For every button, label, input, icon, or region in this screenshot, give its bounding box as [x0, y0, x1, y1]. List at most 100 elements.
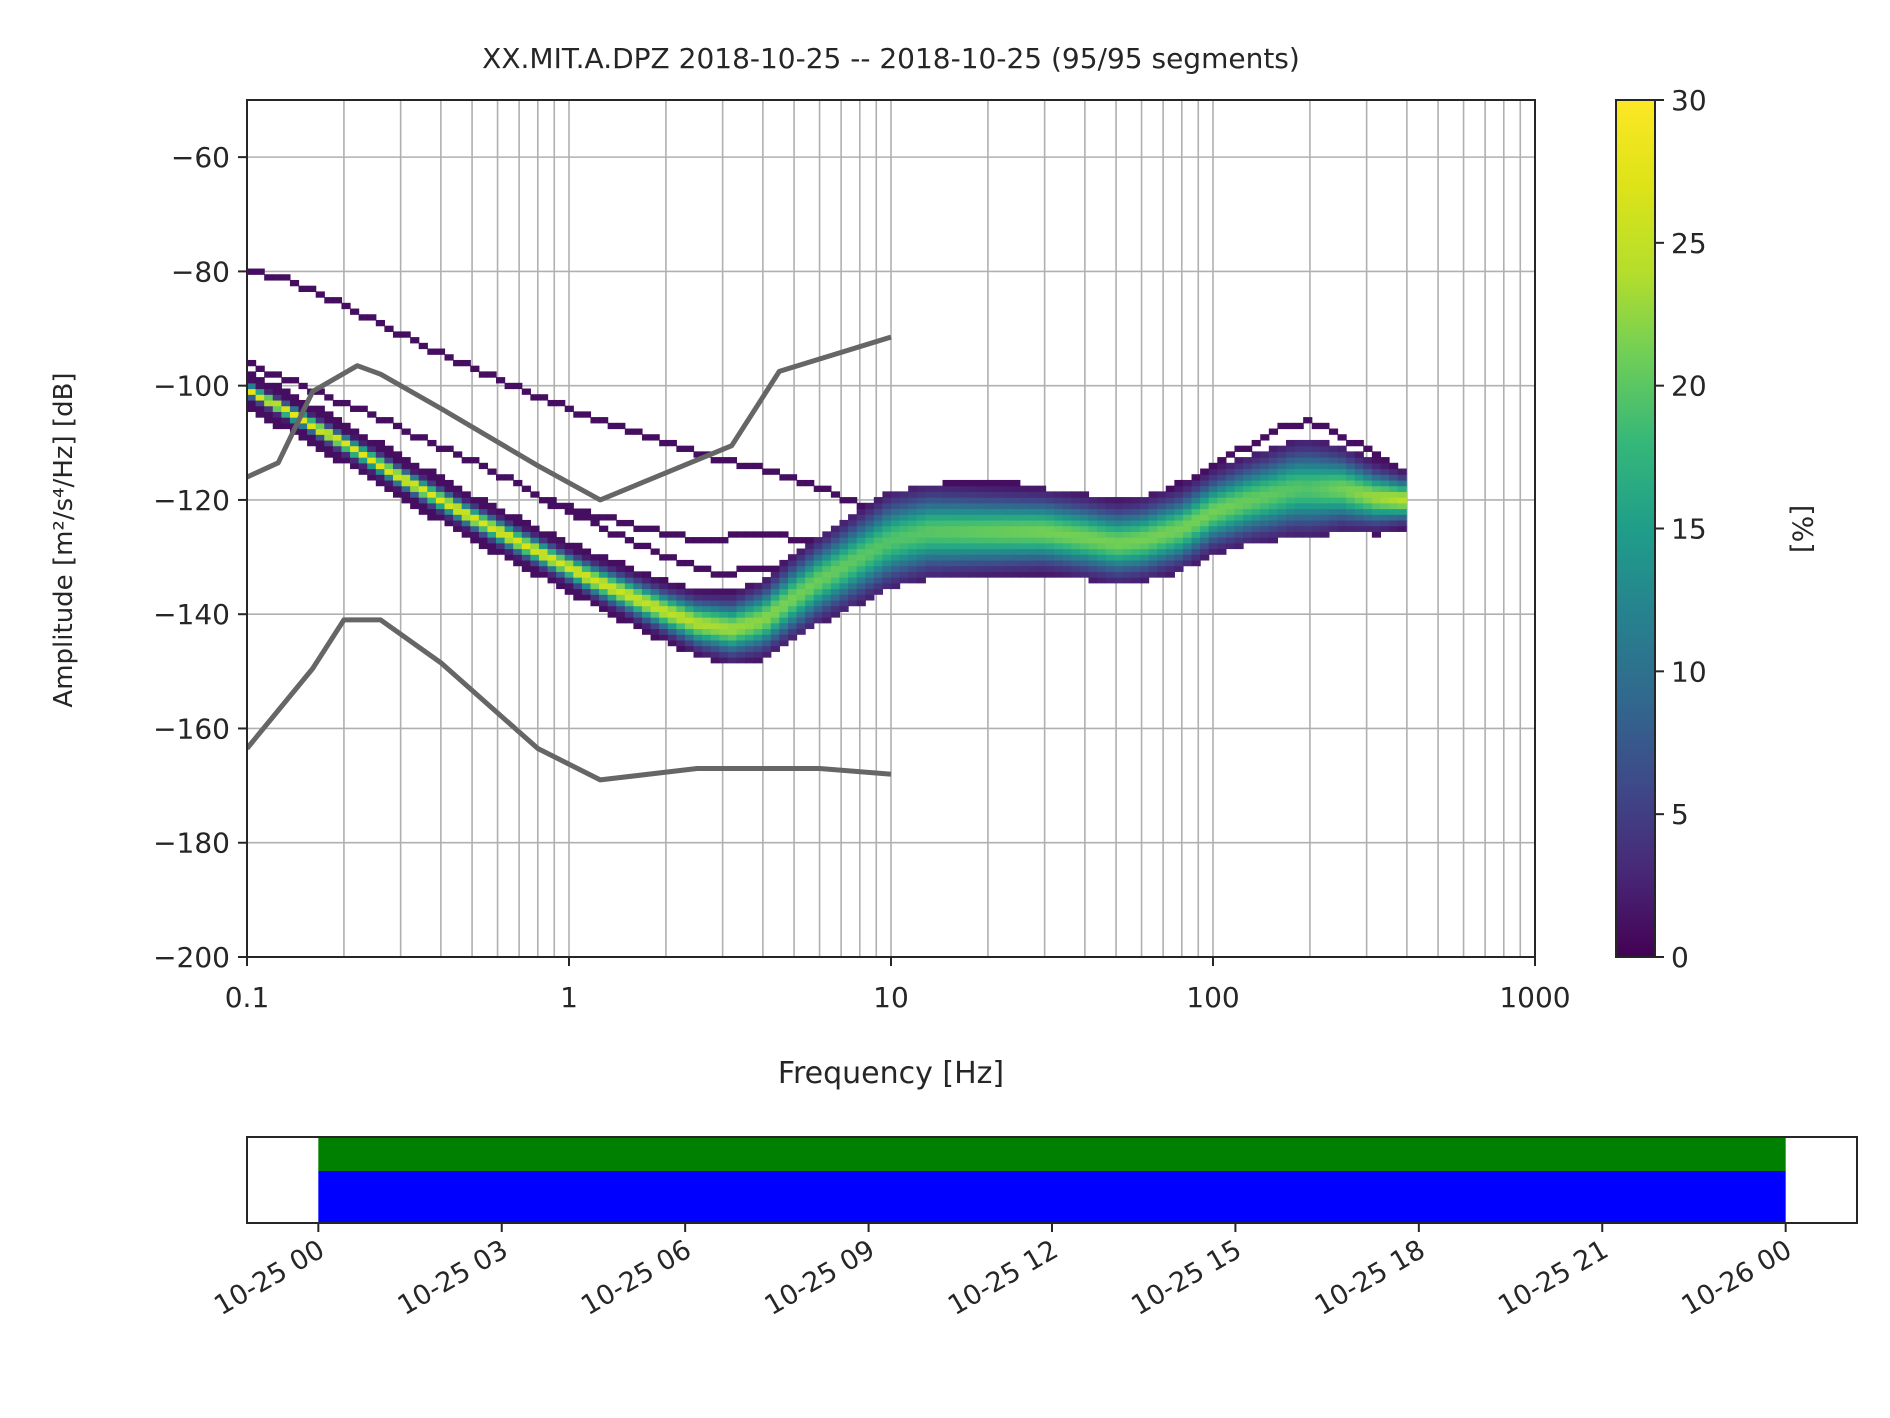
heatmap-cell — [641, 628, 652, 635]
heatmap-cell — [1105, 542, 1115, 550]
heatmap-cell — [959, 565, 969, 572]
heatmap-cell — [968, 514, 978, 521]
heatmap-cell — [727, 645, 738, 652]
heatmap-cell — [1337, 525, 1347, 532]
heatmap-cell — [753, 634, 763, 641]
heatmap-cell — [727, 622, 738, 630]
heatmap-cell — [787, 634, 798, 641]
heatmap-cell — [1174, 479, 1184, 487]
heatmap-cell — [1234, 485, 1244, 492]
heatmap-cell — [358, 457, 368, 464]
heatmap-cell — [1200, 468, 1210, 475]
heatmap-cell — [564, 565, 574, 572]
heatmap-cell — [607, 531, 617, 538]
heatmap-cell — [1019, 571, 1029, 578]
heatmap-cell — [856, 542, 866, 550]
heatmap-cell — [839, 599, 849, 607]
heatmap-cell — [916, 485, 926, 492]
heatmap-cell — [1380, 474, 1390, 481]
heatmap-cell — [1268, 537, 1278, 544]
heatmap-cell — [1174, 537, 1184, 544]
heatmap-cell — [607, 422, 617, 430]
heatmap-cell — [547, 542, 557, 550]
heatmap-cell — [727, 639, 738, 647]
heatmap-cell — [873, 519, 884, 527]
heatmap-cell — [272, 388, 282, 395]
heatmap-cell — [504, 531, 514, 538]
heatmap-cell — [564, 548, 574, 555]
heatmap-cell — [1234, 462, 1244, 470]
heatmap-cell — [839, 571, 849, 578]
heatmap-cell — [1140, 571, 1150, 578]
heatmap-cell — [1088, 577, 1098, 584]
heatmap-cell — [255, 365, 265, 372]
heatmap-cell — [916, 514, 926, 521]
x-tick-label: 100 — [1186, 981, 1239, 1014]
heatmap-cell — [933, 491, 944, 498]
heatmap-cell — [813, 571, 823, 578]
heatmap-cell — [968, 565, 978, 572]
heatmap-cell — [779, 559, 789, 567]
heatmap-cell — [865, 577, 875, 584]
heatmap-cell — [264, 388, 274, 395]
heatmap-cell — [1371, 491, 1382, 498]
heatmap-cell — [444, 485, 454, 492]
heatmap-cell — [676, 559, 686, 567]
heatmap-cell — [942, 531, 952, 538]
heatmap-cell — [633, 611, 643, 618]
heatmap-cell — [994, 502, 1004, 510]
heatmap-cell — [985, 571, 995, 578]
heatmap-cell — [796, 479, 806, 487]
heatmap-cell — [1071, 519, 1081, 527]
heatmap-cell — [1380, 502, 1390, 510]
heatmap-cell — [1062, 531, 1072, 538]
heatmap-cell — [1028, 531, 1038, 538]
heatmap-cell — [968, 479, 978, 487]
heatmap-cell — [779, 628, 789, 635]
heatmap-cell — [702, 605, 712, 612]
heatmap-cell — [538, 565, 549, 572]
y-tick-label: −80 — [171, 255, 230, 288]
heatmap-cell — [787, 571, 798, 578]
heatmap-cell — [1371, 479, 1382, 487]
heatmap-cell — [1019, 502, 1029, 510]
heatmap-cell — [1182, 559, 1193, 567]
heatmap-cell — [573, 508, 583, 515]
heatmap-cell — [641, 577, 652, 584]
colorbar-tick-label: 10 — [1671, 655, 1707, 688]
heatmap-cell — [1131, 577, 1141, 584]
heatmap-cell — [882, 497, 892, 504]
heatmap-cell — [367, 474, 377, 481]
heatmap-cell — [298, 399, 308, 407]
heatmap-cell — [1097, 537, 1107, 544]
heatmap-cell — [1234, 491, 1244, 498]
heatmap-cell — [822, 599, 832, 607]
heatmap-cell — [1285, 451, 1296, 458]
heatmap-cell — [994, 519, 1004, 527]
heatmap-cell — [1234, 474, 1244, 481]
heatmap-cell — [779, 582, 789, 590]
heatmap-cell — [908, 491, 918, 498]
heatmap-cell — [959, 531, 969, 538]
heatmap-cell — [1088, 571, 1098, 578]
heatmap-cell — [830, 525, 841, 532]
heatmap-cell — [1285, 508, 1296, 515]
time-tick-label: 10-25 18 — [1310, 1234, 1431, 1322]
heatmap-cell — [710, 617, 720, 624]
heatmap-cell — [1397, 485, 1407, 492]
heatmap-cell — [538, 554, 549, 561]
heatmap-cell — [710, 571, 720, 578]
heatmap-cell — [702, 622, 712, 630]
heatmap-cell — [891, 582, 901, 590]
heatmap-cell — [736, 651, 746, 658]
heatmap-cell — [848, 525, 858, 532]
heatmap-cell — [264, 417, 274, 424]
heatmap-cell — [1251, 485, 1261, 492]
heatmap-cell — [1234, 468, 1244, 475]
heatmap-cell — [1045, 491, 1055, 498]
heatmap-cell — [908, 497, 918, 504]
heatmap-cell — [1191, 531, 1201, 538]
heatmap-cell — [770, 634, 780, 641]
heatmap-cell — [247, 371, 257, 378]
heatmap-cell — [839, 531, 849, 538]
